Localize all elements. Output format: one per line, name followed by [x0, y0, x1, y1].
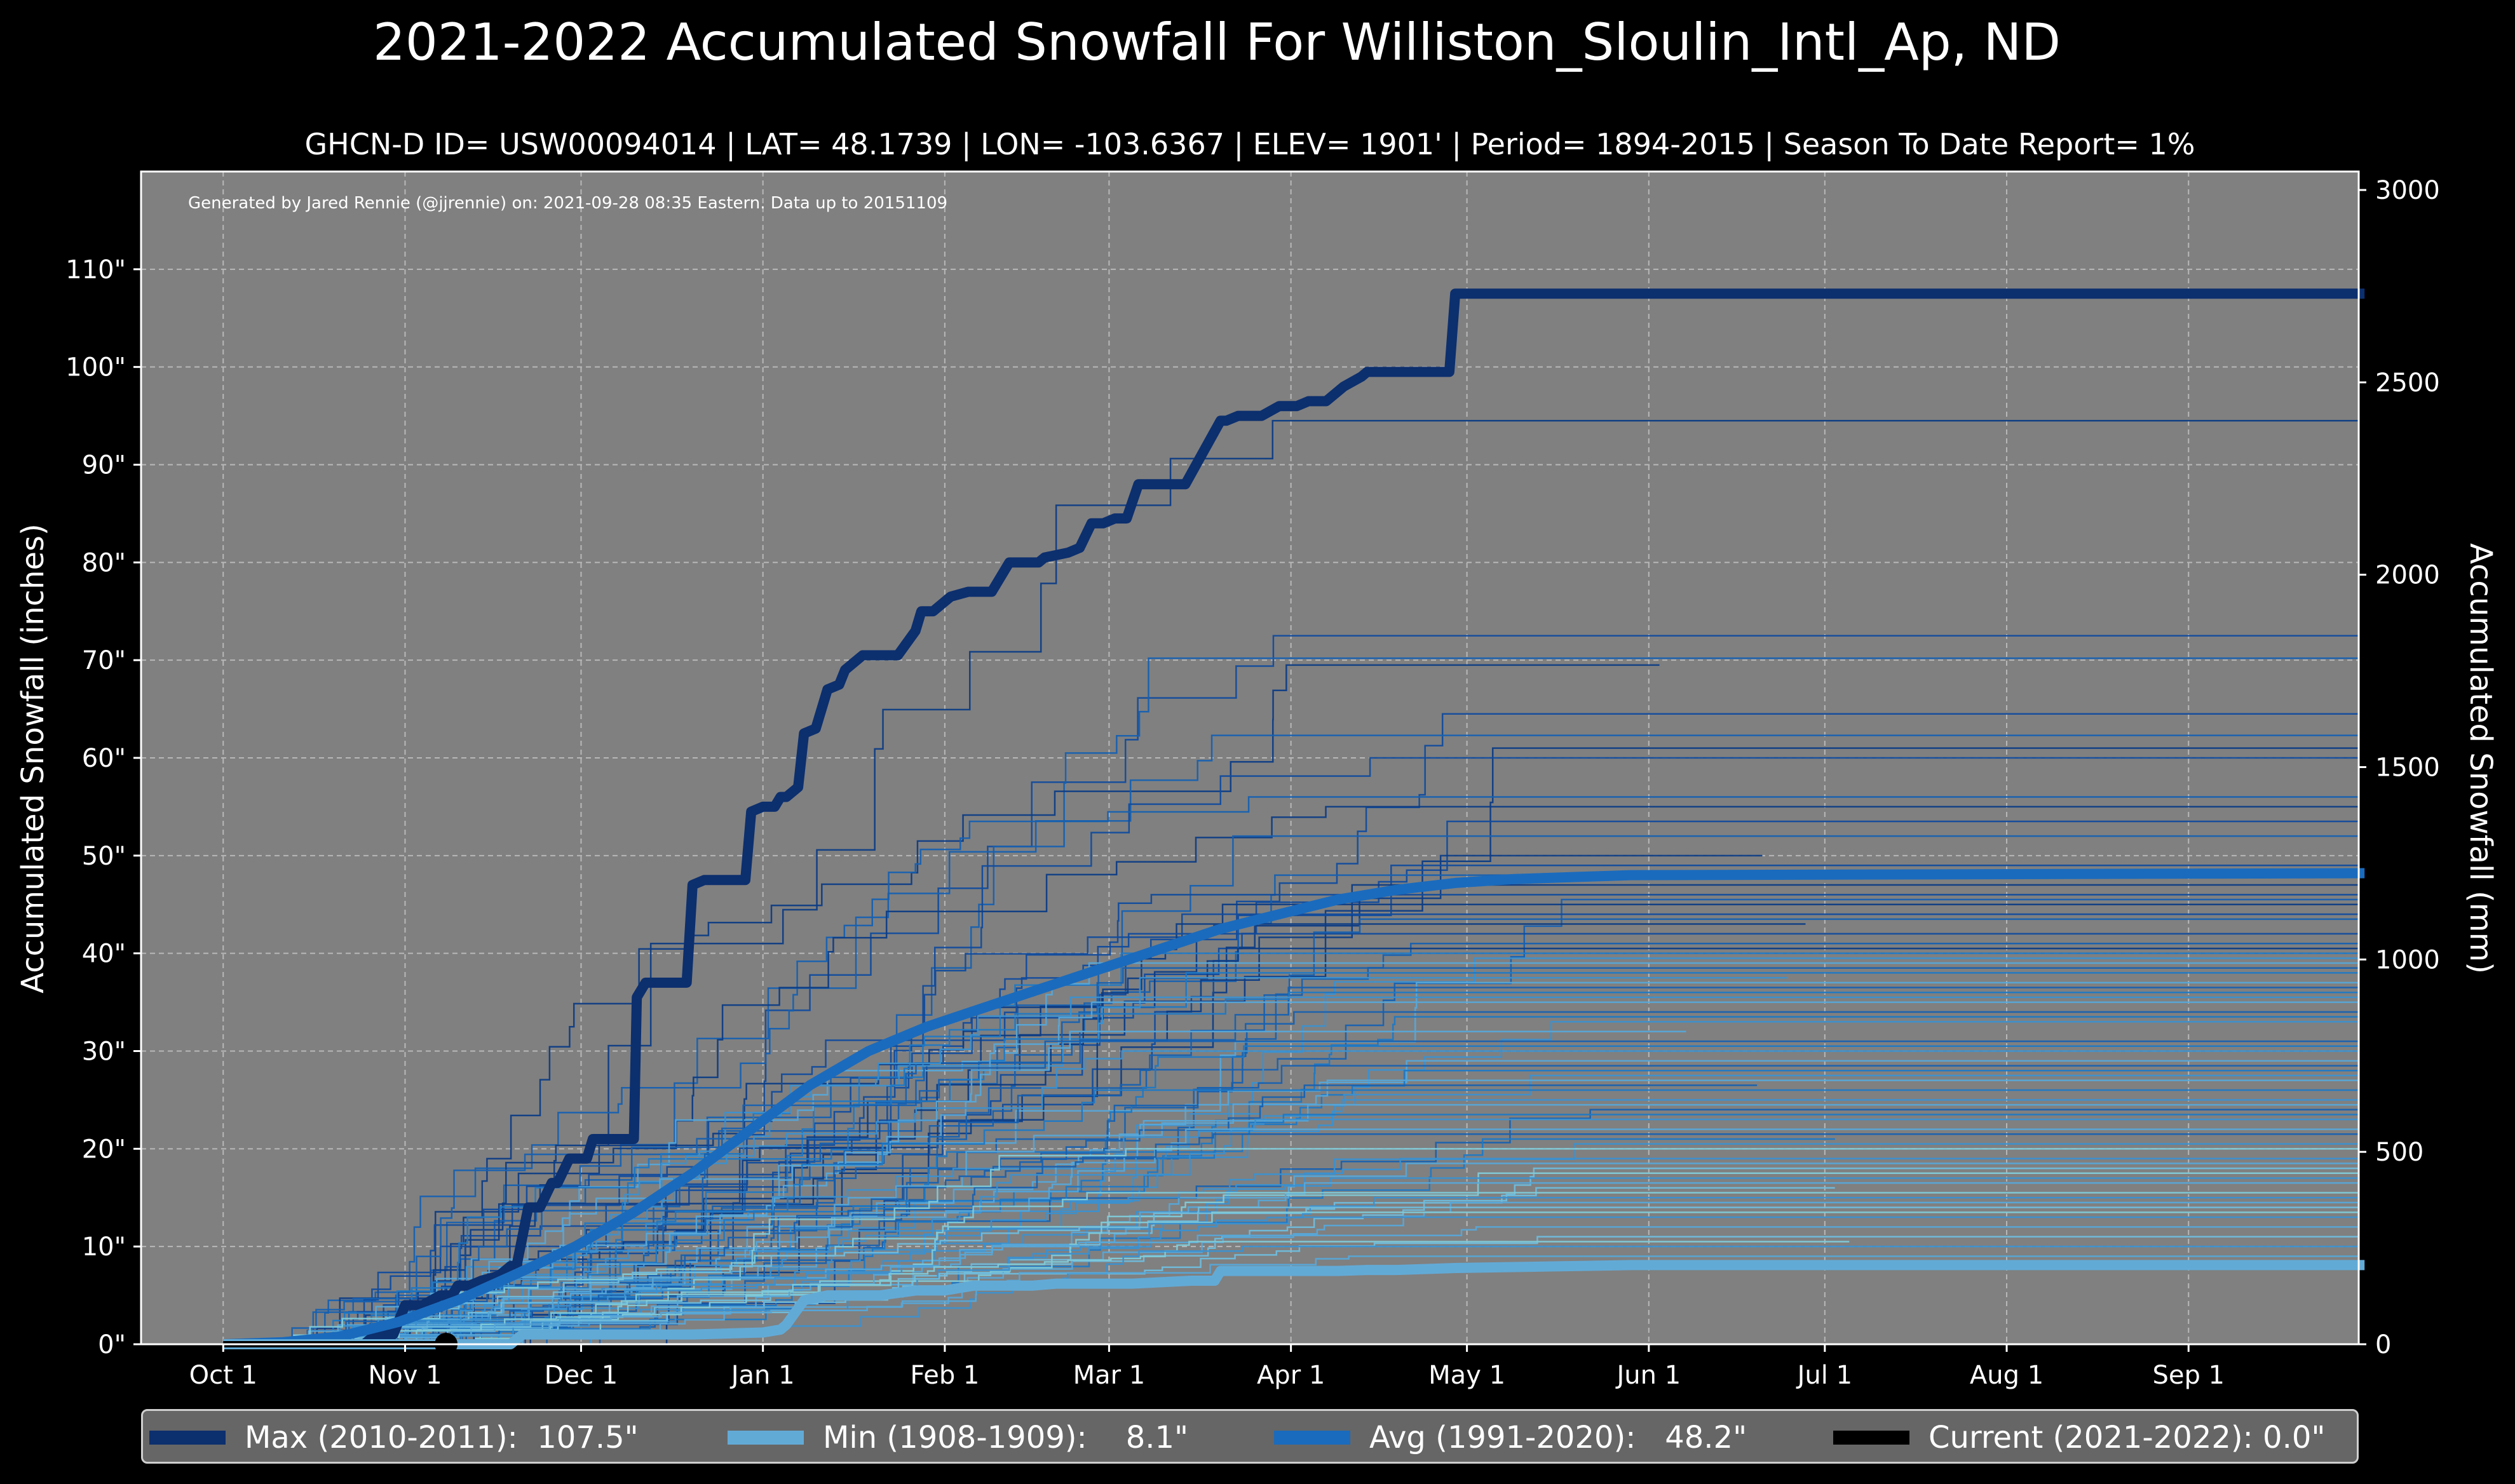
legend-label-avg: Avg (1991-2020): 48.2": [1369, 1420, 1747, 1455]
y-tick-label: 30": [82, 1037, 126, 1067]
season-line: [223, 913, 2359, 1346]
legend-item-current: Current (2021-2022): 0.0": [1833, 1419, 2325, 1457]
season-line: [223, 1157, 2359, 1346]
x-tick-label: Sep 1: [2152, 1361, 2225, 1390]
chart-title: 2021-2022 Accumulated Snowfall For Willi…: [373, 13, 2061, 72]
legend-label-max: Max (2010-2011): 107.5": [245, 1420, 639, 1455]
season-line: [223, 987, 2359, 1346]
season-line: [223, 967, 2359, 1346]
y-tick-label: 10": [82, 1232, 126, 1262]
series-avg: [222, 868, 2365, 1349]
x-axis: Oct 1 Nov 1 Dec 1 Jan 1 Feb 1 Mar 1 Apr 1 May 1…: [189, 1344, 2225, 1390]
legend-label-min: Min (1908-1909): 8.1": [823, 1420, 1189, 1455]
season-line: [223, 1021, 2359, 1346]
season-line: [223, 1255, 2359, 1346]
y-right-tick-label: 500: [2375, 1138, 2423, 1167]
season-line: [223, 1040, 2359, 1346]
season-line: [223, 1172, 2359, 1346]
y-axis-label: Accumulated Snowfall (inches): [15, 523, 51, 994]
y-right-tick-label: 2000: [2375, 561, 2440, 590]
season-line: [223, 1206, 2359, 1346]
legend-swatch-current: [1833, 1431, 1909, 1445]
y-right-tick-label: 3000: [2375, 176, 2440, 205]
x-tick-label: May 1: [1428, 1361, 1505, 1390]
y-axis-left: 0" 10" 20" 30" 40" 50" 60" 70" 80" 90" 100" 110": [65, 255, 141, 1359]
x-tick-label: Oct 1: [189, 1361, 257, 1390]
y-tick-label: 40": [82, 940, 126, 969]
season-line: [223, 1182, 2359, 1346]
y-axis-label-right: Accumulated Snowfall (mm): [2463, 543, 2498, 974]
y-axis-right: 0 500 1000 1500 2000 2500 3000: [2359, 176, 2440, 1359]
season-line: [223, 952, 2359, 1346]
season-line: [223, 903, 2359, 1346]
season-line: [223, 894, 2359, 1346]
series-min: [223, 1260, 2365, 1349]
season-line: [223, 835, 2359, 1346]
season-line: [223, 796, 2359, 1346]
y-tick-label: 70": [82, 646, 126, 675]
y-tick-label: 100": [65, 353, 126, 382]
y-right-tick-label: 1000: [2375, 945, 2440, 975]
season-line: [223, 1236, 2359, 1346]
legend-item-max: Max (2010-2011): 107.5": [149, 1419, 639, 1457]
x-tick-label: Dec 1: [545, 1361, 618, 1390]
legend-item-min: Min (1908-1909): 8.1": [728, 1419, 1188, 1457]
y-right-tick-label: 0: [2375, 1330, 2391, 1359]
season-line: [223, 734, 2359, 1346]
y-right-tick-label: 2500: [2375, 368, 2440, 398]
x-tick-label: Aug 1: [1970, 1361, 2044, 1390]
y-tick-label: 20": [82, 1135, 126, 1164]
season-line: [223, 991, 2359, 1346]
y-tick-label: 90": [82, 451, 126, 480]
legend-label-current: Current (2021-2022): 0.0": [1929, 1420, 2326, 1455]
season-line: [223, 1226, 2359, 1346]
x-tick-label: Jan 1: [729, 1361, 795, 1390]
season-line: [223, 1177, 2359, 1346]
x-tick-label: Jun 1: [1615, 1361, 1681, 1390]
snowfall-chart: Oct 1 Nov 1 Dec 1 Jan 1 Feb 1 Mar 1 Apr 1 May 1…: [15, 170, 2498, 1390]
y-tick-label: 50": [82, 842, 126, 871]
x-tick-label: Feb 1: [910, 1361, 979, 1390]
x-tick-label: Jul 1: [1796, 1361, 1852, 1390]
season-line: [223, 1211, 2359, 1346]
legend-swatch-avg: [1274, 1431, 1350, 1445]
series-max: [223, 288, 2365, 1349]
generated-note: Generated by Jared Rennie (@jjrennie) on…: [188, 194, 947, 213]
legend-swatch-max: [149, 1431, 226, 1445]
legend-item-avg: Avg (1991-2020): 48.2": [1274, 1419, 1747, 1457]
y-tick-label: 60": [82, 744, 126, 773]
legend-swatch-min: [728, 1431, 804, 1445]
legend: Max (2010-2011): 107.5" Min (1908-1909):…: [141, 1409, 2359, 1464]
season-line: [223, 1197, 2359, 1346]
x-tick-label: Apr 1: [1257, 1361, 1325, 1390]
season-line: [223, 933, 2359, 1346]
chart-subtitle: GHCN-D ID= USW00094014 | LAT= 48.1739 | …: [304, 127, 2195, 161]
y-tick-label: 110": [65, 255, 126, 285]
season-line: [223, 874, 2359, 1346]
season-line: [223, 1011, 2359, 1346]
season-line: [223, 1241, 1850, 1346]
season-line: [223, 1118, 2359, 1346]
y-tick-label: 80": [82, 548, 126, 577]
y-right-tick-label: 1500: [2375, 753, 2440, 783]
x-tick-label: Mar 1: [1073, 1361, 1146, 1390]
y-tick-label: 0": [98, 1330, 126, 1359]
x-tick-label: Nov 1: [368, 1361, 442, 1390]
